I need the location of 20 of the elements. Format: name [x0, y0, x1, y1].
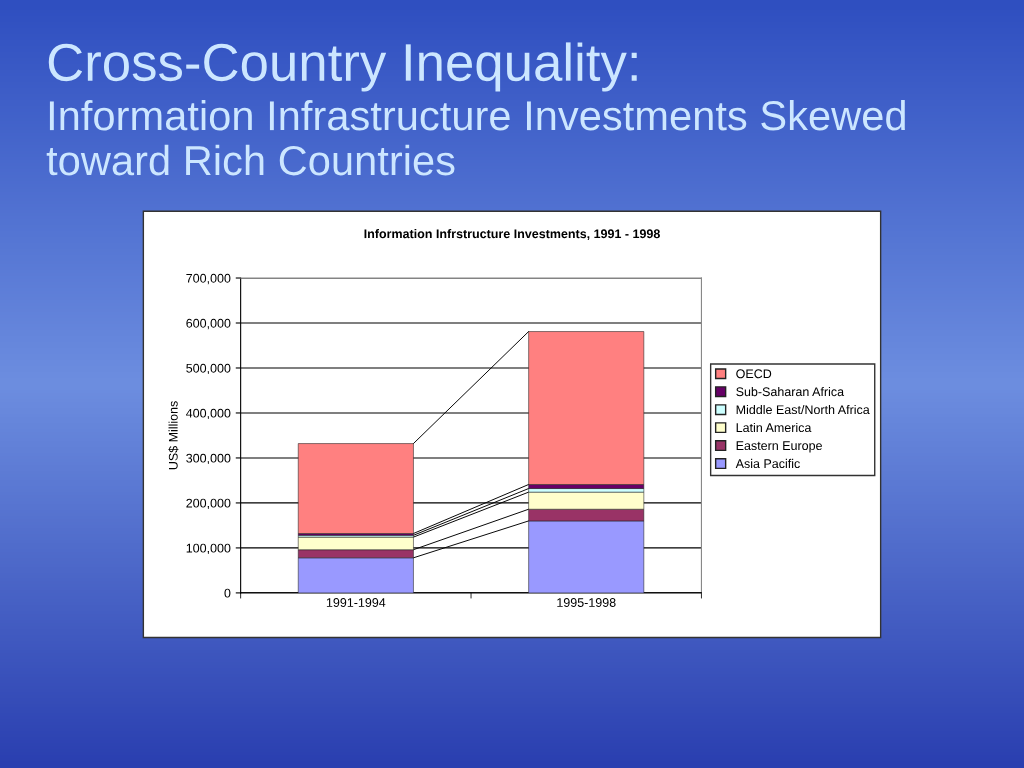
legend-label: Middle East/North Africa [736, 404, 870, 415]
y-tick-label: 400,000 [186, 408, 231, 420]
y-tick-label: 500,000 [186, 363, 231, 375]
text: Information Infrstructure Investments, 1991 - 1998 [364, 229, 660, 241]
legend-label: OECD [736, 369, 772, 379]
y-tick-label: 100,000 [186, 543, 231, 555]
y-tick-label: 300,000 [186, 453, 231, 465]
legend-label: Asia Pacific [735, 458, 800, 469]
x-tick-label: 1991-1994 [326, 598, 386, 607]
x-tick-label: 1995-1998 [557, 598, 616, 607]
y-tick-label: 600,000 [186, 318, 231, 330]
y-tick-label: 0 [224, 588, 231, 598]
y-tick-label: 200,000 [186, 498, 231, 510]
chart-subtitle: Information Infrastructure Investments Skewed toward Rich Countries [46, 99, 905, 176]
legend-label: Sub-Saharan Africa [736, 386, 845, 397]
y-tick-label: 700,000 [186, 273, 231, 285]
y-axis-title: US$ Millions [168, 401, 179, 470]
legend-label: Eastern Europe [736, 441, 822, 453]
chart-title: Cross-Country Inequality: [48, 42, 637, 92]
legend-label: Latin America [736, 422, 812, 433]
